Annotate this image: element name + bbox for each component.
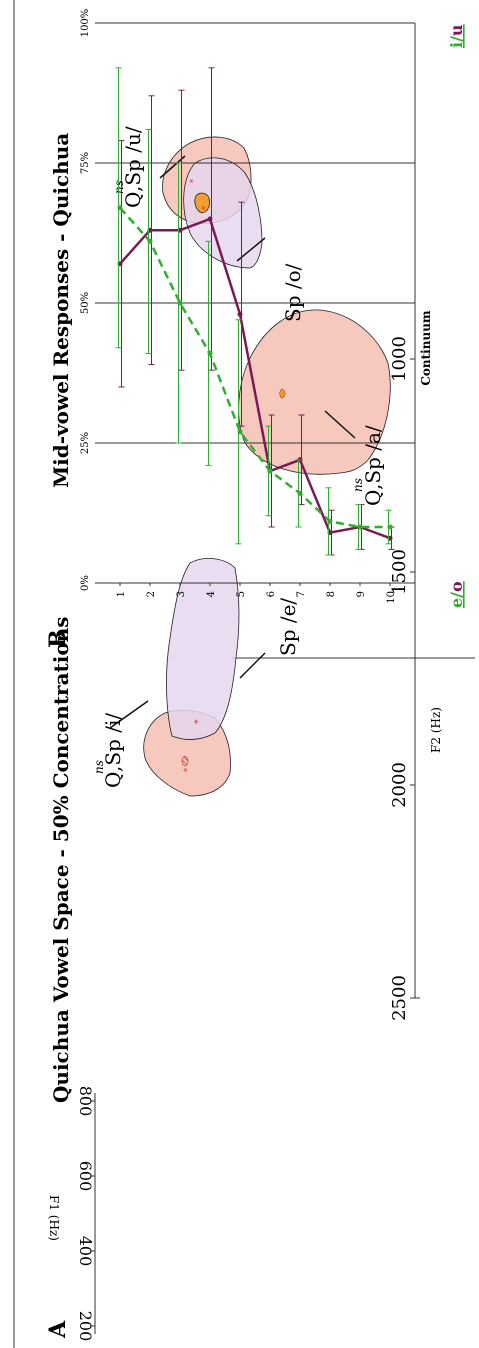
f1-axis-ticks: 200 400 600 800 [76, 1086, 95, 1342]
series-line [119, 217, 391, 540]
q-i-core [181, 755, 189, 767]
data-point [207, 350, 213, 356]
label-q-sp-u: Q ns ,Sp /u/ [112, 126, 145, 208]
marker-u: * [201, 206, 210, 210]
sp-o-region [183, 157, 263, 269]
label-u-q: Q [121, 192, 145, 208]
data-point [267, 468, 273, 474]
marker-i: * [183, 768, 192, 772]
panel-b-y-ticks: 0% 25% 50% 75% 100% [80, 9, 91, 591]
x-tick-label: 1 [116, 591, 127, 597]
label-sp-o: Sp /o/ [281, 263, 305, 322]
x-tick-label: 3 [176, 591, 187, 597]
label-a-q: Q [361, 490, 385, 506]
data-point [147, 238, 153, 244]
f2-tick-label: 2000 [389, 762, 410, 808]
panel-b-series [115, 67, 395, 556]
f1-tick-label: 600 [76, 1161, 95, 1192]
panel-b-end-left: e/o [447, 581, 466, 608]
data-point [327, 518, 333, 524]
x-tick-label: 4 [206, 591, 217, 597]
label-q-sp-a: Q ns ,Sp /a/ [351, 425, 385, 506]
f1-tick-label: 800 [76, 1086, 95, 1117]
leader-i [109, 700, 149, 729]
data-point [387, 524, 393, 530]
panel-b: B Mid-vowel Responses - Quichua 0%25%50%… [45, 9, 466, 648]
f2-tick-label: 1500 [389, 549, 410, 595]
leader-e [239, 652, 266, 679]
label-i-q: Q [101, 772, 125, 788]
label-q-sp-i: Q ns ,Sp /i/ [92, 713, 125, 788]
marker-e: * [194, 719, 204, 724]
f2-axis-label: F2 (Hz) [429, 707, 443, 753]
data-point [237, 311, 243, 317]
vowel-regions: * * * * [143, 136, 391, 797]
f2-tick-label: 1000 [389, 336, 410, 382]
y-tick-label: 100% [80, 9, 91, 38]
panel-b-letter: B [45, 629, 71, 648]
panel-a-letter: A [45, 1320, 71, 1339]
label-i-ns: ns [92, 760, 106, 774]
data-point [237, 429, 243, 435]
x-tick-label: 6 [266, 591, 277, 597]
y-tick-label: 75% [80, 152, 91, 174]
label-sp-e: Sp /e/ [276, 598, 300, 656]
panel-a-title: Quichua Vowel Space - 50% Concentrations [49, 616, 73, 1103]
label-u-rest: ,Sp /u/ [121, 126, 145, 192]
data-point [297, 490, 303, 496]
series-1 [115, 67, 393, 556]
f2-axis-ticks: 2500 2000 1500 1000 [389, 336, 416, 1021]
label-i-rest: ,Sp /i/ [101, 713, 125, 772]
u-core [194, 192, 210, 214]
label-a-rest: ,Sp /a/ [361, 425, 385, 490]
x-tick-label: 2 [146, 591, 157, 597]
x-tick-label: 10 [386, 591, 397, 604]
panel-b-title: Mid-vowel Responses - Quichua [49, 133, 73, 488]
f1-axis-label: F1 (Hz) [47, 1195, 61, 1241]
f2-tick-label: 2500 [389, 975, 410, 1021]
leader-a [324, 410, 356, 439]
data-point [177, 300, 183, 306]
x-tick-label: 5 [236, 591, 247, 597]
sp-e-region [166, 558, 240, 740]
f1-tick-label: 200 [76, 1311, 95, 1342]
y-tick-label: 0% [80, 575, 91, 591]
panel-b-end-right: i/u [447, 24, 466, 48]
label-a-ns: ns [351, 478, 365, 492]
x-tick-label: 8 [326, 591, 337, 597]
panel-b-xlabel: Continuum [419, 310, 433, 386]
data-point [117, 205, 123, 211]
series-line [119, 206, 390, 529]
panel-b-x-ticks: 1 2 3 4 5 6 7 8 9 10 [116, 23, 416, 604]
x-tick-label: 9 [356, 591, 367, 597]
marker-u2: * [189, 179, 198, 183]
y-tick-label: 50% [80, 292, 91, 314]
f1-tick-label: 400 [76, 1236, 95, 1267]
x-tick-label: 7 [296, 591, 307, 597]
data-point [357, 524, 363, 530]
leader-u [159, 155, 186, 179]
a-core [279, 388, 286, 399]
panel-a: A Quichua Vowel Space - 50% Concentratio… [45, 126, 443, 1341]
y-tick-label: 25% [80, 432, 91, 454]
data-point [207, 216, 213, 222]
